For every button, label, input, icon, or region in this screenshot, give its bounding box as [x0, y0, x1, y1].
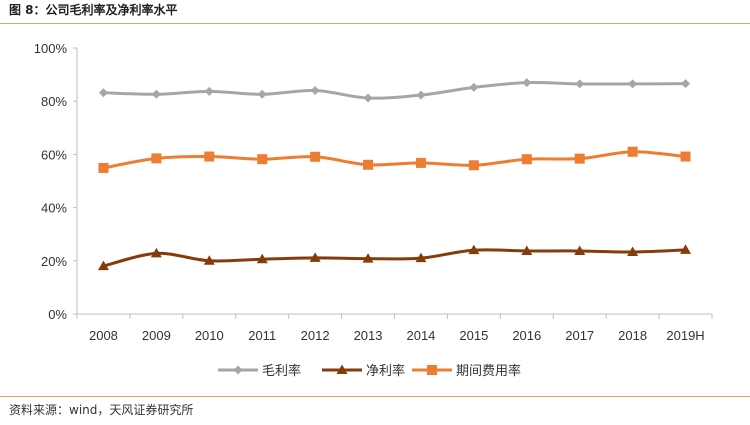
data-point-gross	[204, 86, 214, 96]
y-tick-label: 100%	[34, 41, 68, 56]
data-point-net	[468, 244, 480, 255]
data-point-net	[362, 253, 374, 263]
series-line-gross	[103, 80, 686, 100]
chart-legend: 毛利率 净利率 期间费用率	[218, 363, 521, 379]
data-point-gross	[469, 82, 479, 92]
x-tick-label: 2012	[301, 328, 330, 343]
data-point-gross	[628, 79, 638, 89]
legend-label: 毛利率	[262, 363, 301, 379]
data-point-gross	[98, 88, 108, 98]
data-point-expense	[257, 154, 268, 165]
x-tick-label: 2011	[248, 328, 276, 343]
legend-marker	[233, 365, 243, 375]
data-point-gross	[575, 79, 585, 89]
legend-item-gross: 毛利率	[218, 363, 301, 379]
x-tick-label: 2017	[565, 328, 594, 343]
data-point-gross	[257, 89, 267, 99]
y-tick-label: 40%	[41, 201, 67, 216]
data-point-gross	[151, 89, 161, 99]
data-point-gross	[310, 86, 320, 96]
legend-label: 净利率	[366, 363, 405, 379]
x-tick-label: 2009	[142, 328, 171, 343]
series-net	[97, 244, 692, 271]
x-tick-label: 2019H	[666, 328, 704, 343]
data-point-gross	[363, 93, 373, 103]
y-tick-label: 60%	[41, 147, 67, 162]
data-point-net	[627, 246, 639, 257]
data-point-expense	[98, 162, 109, 173]
x-tick-label: 2015	[459, 328, 488, 343]
bottom-rule	[0, 396, 750, 397]
series-gross	[98, 78, 691, 103]
data-point-expense	[151, 153, 162, 164]
x-tick-label: 2010	[195, 328, 224, 343]
y-tick-label: 0%	[48, 307, 67, 322]
x-tick-label: 2018	[618, 328, 647, 343]
data-point-net	[203, 255, 215, 265]
x-tick-label: 2013	[354, 328, 383, 343]
figure-title: 图 8：公司毛利率及净利率水平	[9, 3, 178, 17]
data-point-expense	[415, 157, 426, 168]
y-tick-label: 80%	[41, 94, 67, 109]
x-tick-label: 2016	[512, 328, 541, 343]
series-layer	[97, 78, 692, 271]
data-point-gross	[681, 79, 691, 89]
top-rule	[0, 23, 750, 24]
legend-marker	[427, 365, 437, 375]
data-point-gross	[522, 78, 532, 88]
source-note: 资料来源：wind，天风证券研究所	[9, 403, 194, 417]
x-tick-label: 2008	[89, 328, 118, 343]
x-tick-label: 2014	[406, 328, 435, 343]
data-point-net	[521, 245, 533, 255]
data-point-net	[680, 244, 692, 254]
data-point-expense	[521, 154, 532, 165]
data-point-expense	[627, 146, 638, 157]
data-point-expense	[363, 159, 374, 170]
data-point-net	[97, 260, 109, 271]
legend-label: 期间费用率	[456, 363, 521, 379]
series-expense	[98, 146, 691, 173]
data-point-expense	[574, 153, 585, 164]
data-point-net	[256, 253, 268, 264]
data-point-gross	[416, 90, 426, 100]
legend-item-net: 净利率	[322, 363, 405, 379]
data-point-net	[415, 252, 427, 263]
data-point-net	[574, 245, 586, 255]
y-tick-label: 20%	[41, 254, 67, 269]
series-line-expense	[103, 150, 686, 170]
data-point-expense	[204, 151, 215, 162]
data-point-expense	[468, 160, 479, 171]
line-chart: 0% 20% 40% 60% 80% 100% 2008 2009 2010 2011 2012 20…	[34, 41, 713, 379]
data-point-expense	[680, 151, 691, 162]
legend-item-expense: 期间费用率	[412, 363, 521, 379]
legend-marker	[336, 364, 348, 374]
data-point-net	[309, 252, 321, 262]
data-point-net	[150, 247, 162, 258]
chart-axes: 0% 20% 40% 60% 80% 100% 2008 2009 2010 2011 2012 20…	[34, 41, 713, 343]
series-line-net	[103, 248, 686, 268]
data-point-expense	[310, 151, 321, 162]
